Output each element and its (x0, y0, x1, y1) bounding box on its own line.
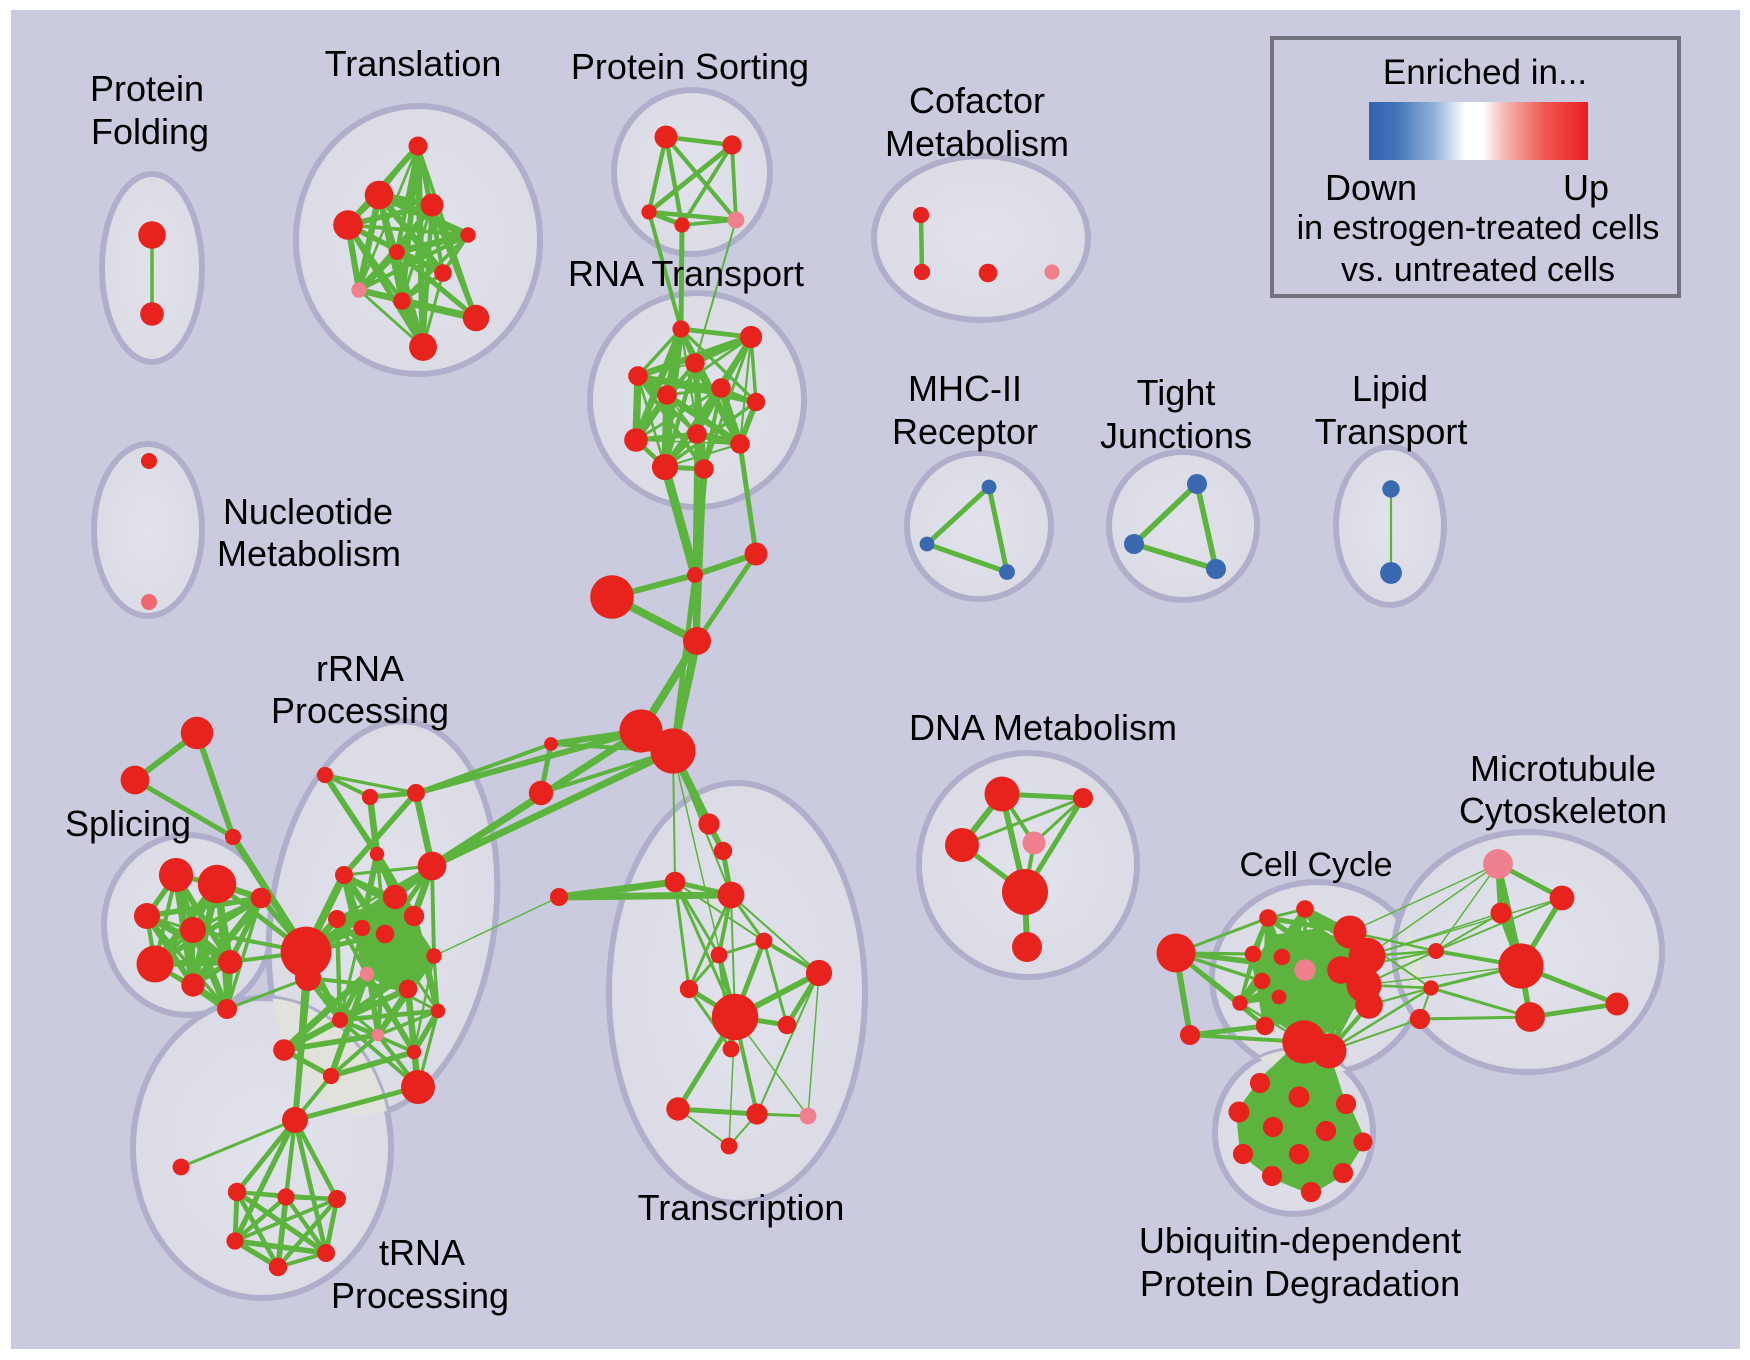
svg-text:Cytoskeleton: Cytoskeleton (1459, 790, 1667, 831)
svg-text:MHC-II: MHC-II (908, 368, 1022, 409)
svg-text:Nucleotide: Nucleotide (223, 491, 393, 532)
svg-text:Transport: Transport (1315, 411, 1468, 452)
svg-text:rRNA: rRNA (316, 648, 404, 689)
svg-text:Enriched in...: Enriched in... (1383, 53, 1587, 92)
svg-text:DNA Metabolism: DNA Metabolism (909, 707, 1177, 748)
svg-text:tRNA: tRNA (379, 1232, 465, 1273)
svg-text:Lipid: Lipid (1352, 368, 1428, 409)
svg-text:Ubiquitin-dependent: Ubiquitin-dependent (1139, 1220, 1461, 1261)
svg-text:Microtubule: Microtubule (1470, 748, 1656, 789)
svg-text:Splicing: Splicing (65, 803, 191, 844)
svg-text:vs. untreated cells: vs. untreated cells (1341, 251, 1615, 289)
svg-text:Up: Up (1563, 167, 1609, 208)
svg-text:Transcription: Transcription (638, 1187, 845, 1228)
svg-text:Protein: Protein (90, 68, 204, 109)
svg-text:Down: Down (1325, 167, 1417, 208)
svg-text:Processing: Processing (331, 1275, 509, 1316)
svg-text:Folding: Folding (91, 111, 209, 152)
svg-text:Protein Degradation: Protein Degradation (1140, 1263, 1460, 1304)
svg-text:Metabolism: Metabolism (217, 533, 401, 574)
svg-text:Translation: Translation (325, 43, 502, 84)
svg-text:Cofactor: Cofactor (909, 80, 1045, 121)
svg-text:Tight: Tight (1137, 372, 1216, 413)
svg-text:Protein Sorting: Protein Sorting (571, 46, 809, 87)
svg-text:Processing: Processing (271, 690, 449, 731)
svg-text:Junctions: Junctions (1100, 415, 1252, 456)
svg-text:in estrogen-treated cells: in estrogen-treated cells (1297, 209, 1660, 247)
svg-text:Cell Cycle: Cell Cycle (1239, 846, 1392, 884)
svg-text:Receptor: Receptor (892, 411, 1038, 452)
svg-text:Metabolism: Metabolism (885, 123, 1069, 164)
svg-text:RNA Transport: RNA Transport (568, 253, 804, 294)
